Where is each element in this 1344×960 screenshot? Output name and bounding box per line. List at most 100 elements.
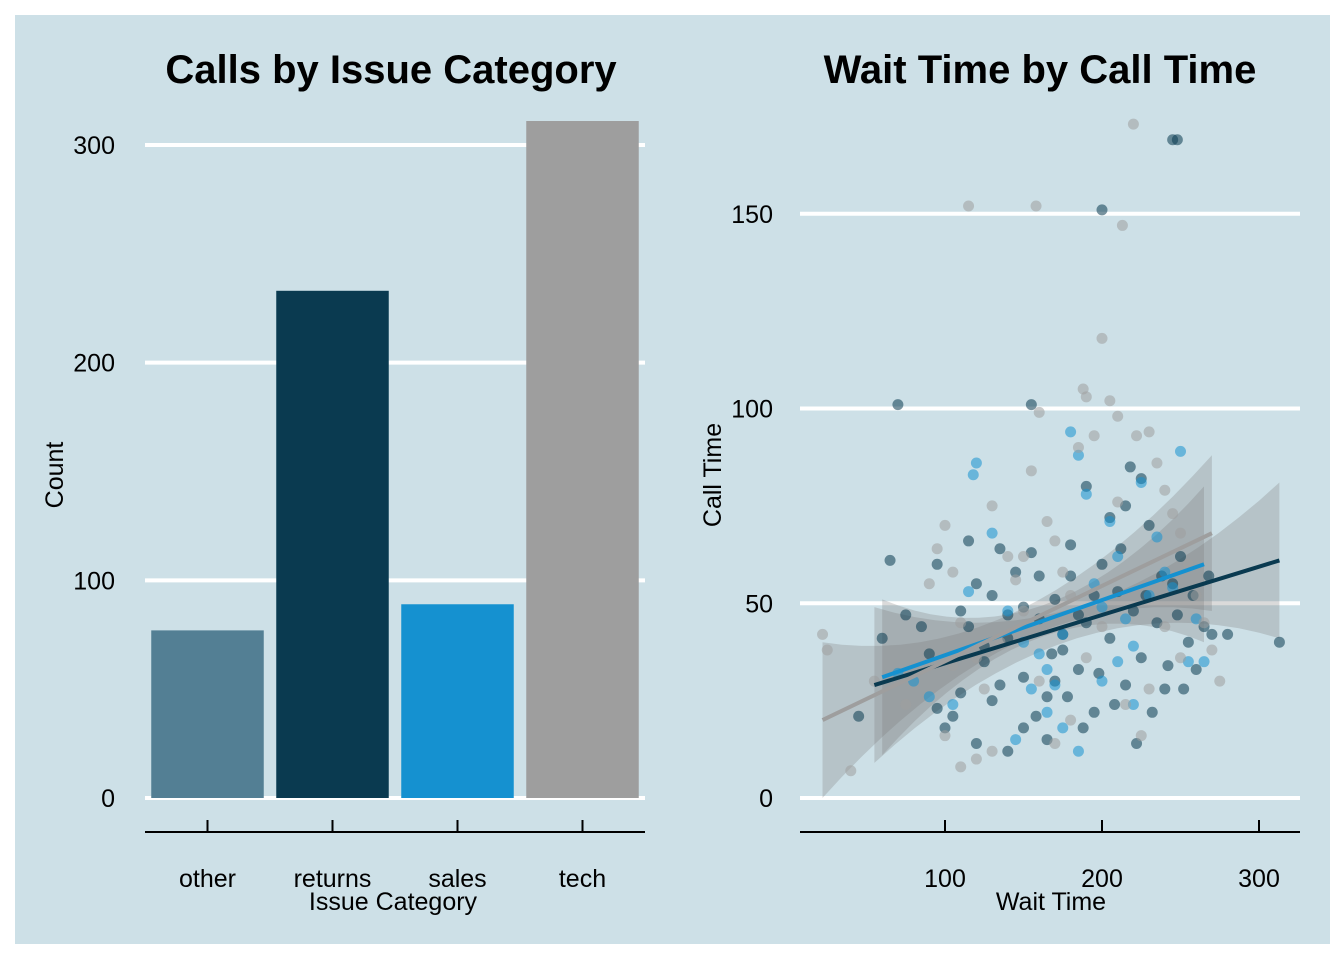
scatter-chart-y-tick-label: 0 bbox=[759, 785, 773, 813]
scatter-chart-y-tick-label: 50 bbox=[745, 590, 773, 618]
scatter-point bbox=[970, 737, 982, 749]
scatter-point bbox=[1072, 609, 1084, 621]
bar-chart-x-axis-title: Issue Category bbox=[309, 888, 478, 916]
scatter-point bbox=[986, 500, 998, 512]
bar-chart-x-axis: other returns sales tech bbox=[145, 820, 645, 893]
scatter-point bbox=[1159, 683, 1171, 695]
scatter-point bbox=[994, 679, 1006, 691]
scatter-point bbox=[1002, 605, 1014, 617]
scatter-point bbox=[1049, 679, 1061, 691]
scatter-point bbox=[923, 648, 935, 660]
scatter-point bbox=[1143, 426, 1155, 438]
scatter-point bbox=[970, 457, 982, 469]
scatter-point bbox=[1057, 566, 1069, 578]
bar-sales bbox=[401, 604, 514, 798]
scatter-point bbox=[1072, 441, 1084, 453]
scatter-point bbox=[1175, 527, 1186, 539]
scatter-point bbox=[1057, 722, 1069, 734]
scatter-point bbox=[970, 578, 982, 590]
scatter-point bbox=[1041, 515, 1053, 527]
scatter-point bbox=[1049, 737, 1061, 749]
scatter-point bbox=[931, 702, 943, 714]
scatter-point bbox=[1127, 118, 1139, 130]
scatter-point bbox=[1096, 558, 1108, 570]
scatter-point bbox=[986, 695, 998, 707]
scatter-point bbox=[1206, 644, 1218, 656]
scatter-point bbox=[845, 765, 857, 777]
bar-chart-gridlines: 0 100 200 300 bbox=[73, 132, 645, 813]
scatter-point bbox=[1077, 722, 1089, 734]
scatter-point bbox=[1096, 601, 1108, 613]
scatter-point bbox=[1018, 722, 1029, 734]
scatter-point bbox=[1018, 605, 1029, 617]
scatter-point bbox=[892, 399, 904, 411]
bar-chart: Calls by Issue Category 0 100 200 300 other… bbox=[41, 48, 645, 916]
scatter-point bbox=[1175, 652, 1186, 664]
bar-chart-title: Calls by Issue Category bbox=[165, 48, 617, 92]
scatter-point bbox=[1080, 652, 1092, 664]
scatter-point bbox=[955, 761, 967, 773]
scatter-chart: Wait Time by Call Time 0 50 100 150 100 200 3… bbox=[699, 48, 1300, 916]
scatter-point bbox=[939, 519, 951, 531]
bar-other bbox=[151, 630, 264, 798]
scatter-point bbox=[1096, 675, 1108, 687]
scatter-point bbox=[923, 578, 935, 590]
scatter-point bbox=[1198, 617, 1210, 629]
scatter-chart-fit-lines bbox=[821, 531, 1280, 722]
scatter-point bbox=[963, 535, 975, 547]
scatter-point bbox=[1171, 134, 1183, 146]
scatter-point bbox=[1049, 535, 1061, 547]
bar-chart-x-tick-label: tech bbox=[559, 865, 606, 893]
scatter-point bbox=[1135, 477, 1147, 489]
scatter-point bbox=[1273, 636, 1285, 648]
scatter-point bbox=[1112, 656, 1124, 668]
bar-returns bbox=[276, 290, 389, 798]
scatter-point bbox=[1072, 745, 1084, 757]
scatter-point bbox=[1096, 332, 1108, 344]
scatter-point bbox=[853, 710, 865, 722]
scatter-point bbox=[1104, 632, 1116, 644]
scatter-point bbox=[1151, 531, 1163, 543]
scatter-point bbox=[967, 469, 979, 481]
plot-background bbox=[15, 15, 1330, 944]
scatter-point bbox=[1033, 675, 1045, 687]
scatter-point bbox=[978, 683, 990, 695]
scatter-chart-x-tick-label: 300 bbox=[1238, 865, 1280, 893]
scatter-point bbox=[1120, 699, 1132, 711]
scatter-point bbox=[1025, 683, 1037, 695]
scatter-point bbox=[986, 745, 998, 757]
scatter-chart-title: Wait Time by Call Time bbox=[824, 48, 1257, 92]
chart-panel: Calls by Issue Category 0 100 200 300 other… bbox=[15, 15, 1330, 944]
scatter-point bbox=[1182, 636, 1194, 648]
scatter-chart-y-axis-title: Call Time bbox=[699, 423, 727, 527]
scatter-point bbox=[1112, 551, 1124, 563]
scatter-point bbox=[1190, 589, 1202, 601]
scatter-chart-x-tick-label: 200 bbox=[1081, 865, 1123, 893]
scatter-point bbox=[900, 699, 912, 711]
scatter-point bbox=[1135, 652, 1147, 664]
scatter-point bbox=[931, 543, 943, 555]
scatter-chart-x-axis: 100 200 300 bbox=[800, 820, 1300, 893]
bar-chart-bars bbox=[151, 121, 639, 798]
scatter-point bbox=[1143, 683, 1155, 695]
scatter-point bbox=[1167, 508, 1179, 520]
scatter-point bbox=[1127, 605, 1139, 617]
scatter-point bbox=[1030, 710, 1042, 722]
scatter-point bbox=[955, 605, 967, 617]
scatter-point bbox=[1159, 566, 1171, 578]
scatter-point bbox=[1096, 621, 1108, 633]
scatter-point bbox=[1131, 430, 1143, 442]
scatter-point bbox=[1041, 706, 1053, 718]
scatter-point bbox=[939, 730, 951, 742]
scatter-point bbox=[1080, 488, 1092, 500]
scatter-point bbox=[1135, 730, 1147, 742]
scatter-point bbox=[1025, 465, 1037, 477]
scatter-point bbox=[1041, 691, 1053, 703]
scatter-point bbox=[1010, 566, 1022, 578]
scatter-chart-points bbox=[817, 118, 1285, 777]
scatter-point bbox=[1222, 628, 1234, 640]
scatter-point bbox=[923, 691, 935, 703]
scatter-point bbox=[1046, 648, 1058, 660]
scatter-point bbox=[1127, 699, 1139, 711]
scatter-point bbox=[1178, 683, 1190, 695]
